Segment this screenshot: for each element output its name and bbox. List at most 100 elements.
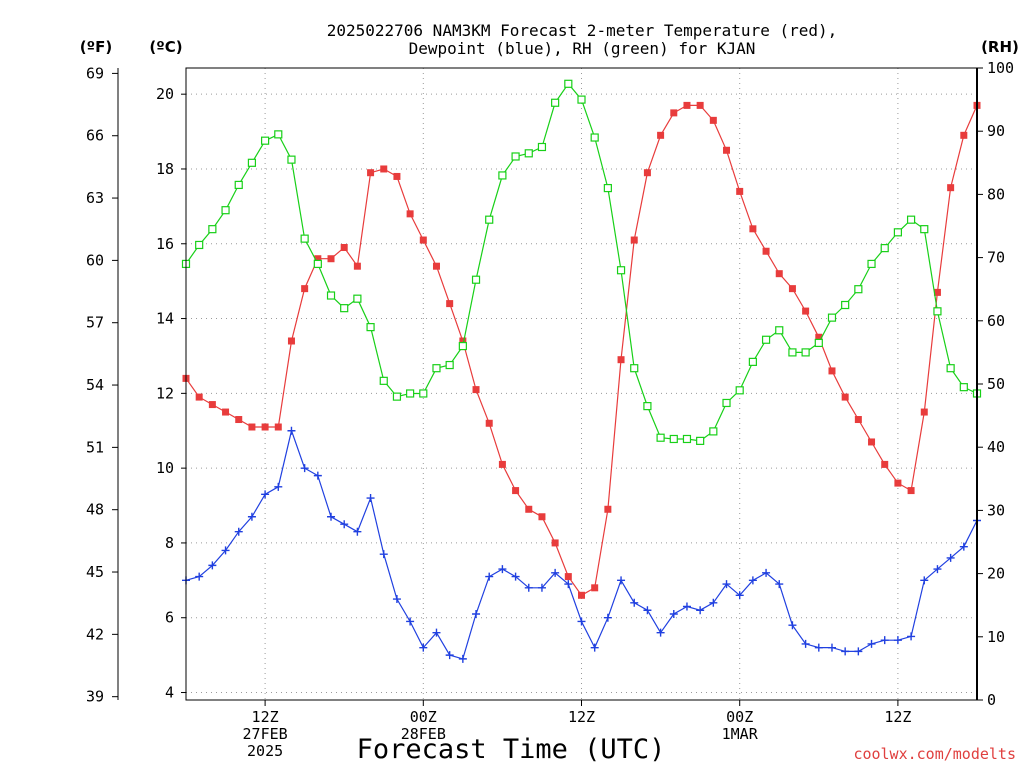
temperature-point (657, 131, 665, 139)
temperature-point (248, 423, 256, 431)
rh-tick-label: 80 (987, 185, 1005, 203)
rh-point (471, 275, 481, 284)
dewpoint-point (287, 426, 296, 435)
dewpoint-point (327, 512, 336, 521)
rh-point (933, 307, 942, 316)
dewpoint-point (472, 609, 481, 618)
rh-point (735, 386, 744, 395)
rh-point (946, 364, 955, 373)
rh-point (814, 338, 823, 348)
temperature-point (367, 169, 375, 177)
temperature-point (538, 513, 546, 521)
time-tick-label: 12Z (884, 708, 911, 726)
rh-point (340, 304, 349, 313)
dewpoint-point (630, 598, 639, 607)
dewpoint-point (893, 636, 902, 645)
dewpoint-point (340, 520, 349, 529)
dewpoint-point (617, 576, 626, 585)
rh-point (959, 383, 968, 392)
rh-point (234, 180, 243, 190)
rh-tick-label: 0 (987, 691, 996, 709)
temperature-point (301, 285, 309, 293)
temperature-point (314, 255, 322, 263)
dewpoint-point (445, 651, 454, 660)
temperature-point (643, 169, 651, 177)
temperature-point (894, 479, 902, 487)
rh-point (366, 323, 375, 332)
time-tick-label: 27FEB (243, 725, 288, 743)
rh-point (775, 326, 784, 335)
temperature-point (736, 187, 744, 195)
dewpoint-point (300, 464, 309, 473)
rh-point (551, 98, 560, 107)
fahrenheit-tick-label: 39 (86, 688, 104, 706)
dewpoint-point (511, 572, 520, 581)
rh-tick-label: 40 (987, 438, 1005, 456)
rh-point (906, 215, 916, 224)
axes: 4 6 8 10 12 14 16 18 20 39 42 45 48 51 54 57 60 63 66 69 0 10… (86, 59, 1014, 760)
dewpoint-point (485, 572, 494, 581)
chart-title-line1: 2025022706 NAM3KM Forecast 2-meter Tempe… (327, 21, 838, 40)
rh-tick-label: 10 (987, 628, 1005, 646)
rh-point (326, 291, 336, 300)
dewpoint-point (551, 568, 560, 577)
dewpoint-point (854, 647, 863, 656)
rh-point (274, 130, 283, 139)
dewpoint-point (353, 527, 362, 536)
dewpoint-point (274, 482, 283, 491)
temperature-point (854, 416, 862, 424)
time-tick-label: 00Z (726, 708, 753, 726)
rh-line (185, 82, 978, 442)
dewpoint-point (537, 583, 546, 592)
dewpoint-point (406, 617, 415, 626)
rh-point (603, 183, 612, 193)
dewpoint-point (775, 580, 784, 589)
celsius-tick-label: 16 (156, 235, 174, 253)
celsius-tick-label: 4 (165, 684, 174, 702)
rh-point (880, 244, 889, 253)
rh-point (379, 376, 388, 385)
temperature-point (195, 393, 203, 401)
rh-point (867, 259, 876, 269)
time-tick-label: 28FEB (401, 725, 446, 743)
rh-point (445, 360, 454, 370)
rh-point (485, 215, 494, 224)
dewpoint-point (748, 576, 757, 585)
temperature-series (182, 101, 981, 599)
dewpoint-point (814, 643, 823, 652)
temperature-point (828, 367, 836, 375)
rh-point (419, 389, 428, 398)
temperature-point (432, 262, 440, 270)
dewpoint-series (182, 426, 981, 663)
celsius-unit-label: (ºC) (149, 38, 182, 56)
celsius-tick-label: 14 (156, 310, 174, 328)
time-tick-label: 12Z (568, 708, 595, 726)
rh-point (854, 285, 863, 294)
temperature-point (340, 244, 348, 252)
temperature-point (907, 487, 915, 495)
temperature-point (261, 423, 269, 431)
rh-point (656, 433, 665, 442)
rh-point (287, 155, 296, 164)
dewpoint-point (498, 565, 507, 574)
rh-point (748, 357, 757, 366)
dewpoint-point (221, 546, 230, 555)
dewpoint-point (458, 654, 467, 663)
celsius-tick-label: 18 (156, 160, 174, 178)
dewpoint-point (762, 568, 771, 577)
rh-point (577, 95, 586, 104)
fahrenheit-tick-label: 54 (86, 376, 104, 394)
rh-point (195, 240, 204, 250)
rh-tick-label: 30 (987, 501, 1005, 519)
dewpoint-point (682, 602, 691, 611)
temperature-point (762, 247, 770, 255)
dewpoint-point (247, 512, 256, 521)
dewpoint-point (920, 576, 929, 585)
rh-point (406, 389, 415, 398)
rh-point (221, 206, 230, 215)
rh-unit-label: (RH) (981, 38, 1019, 56)
fahrenheit-tick-label: 66 (86, 127, 104, 145)
dewpoint-point (709, 598, 718, 607)
celsius-tick-label: 12 (156, 384, 174, 402)
dewpoint-point (735, 591, 744, 600)
